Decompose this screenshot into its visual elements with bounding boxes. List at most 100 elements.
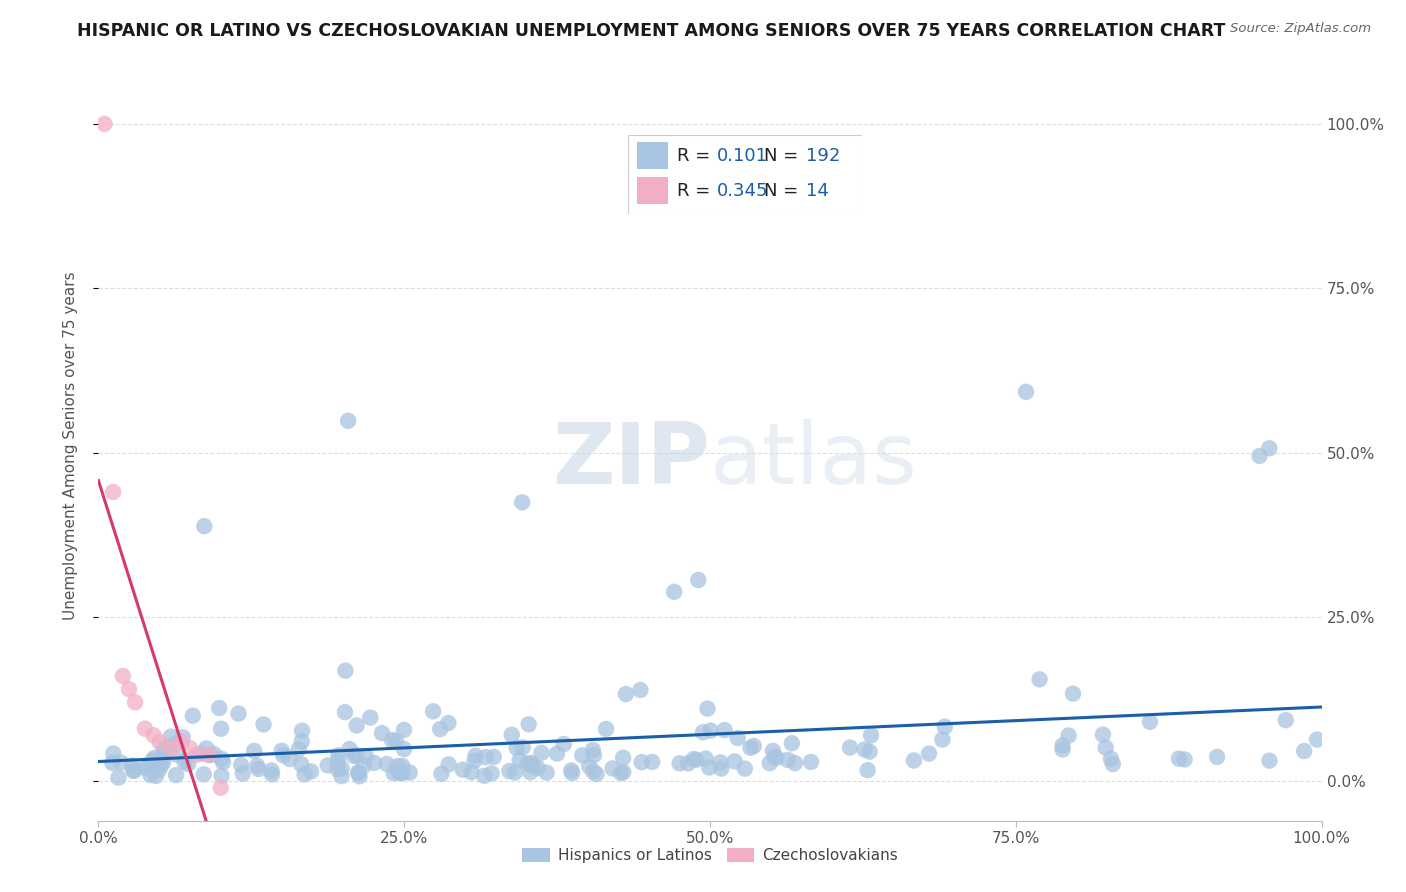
Text: N =: N = bbox=[763, 147, 804, 165]
Point bbox=[1101, 757, 1123, 772]
Point bbox=[389, 766, 412, 780]
Point bbox=[193, 767, 215, 781]
Point bbox=[139, 768, 162, 782]
Point bbox=[172, 731, 194, 745]
Point bbox=[387, 759, 409, 773]
Point bbox=[1091, 728, 1114, 742]
Point bbox=[692, 725, 714, 739]
Point bbox=[612, 764, 634, 779]
Point bbox=[430, 766, 453, 780]
Point bbox=[381, 733, 404, 747]
Point bbox=[1099, 752, 1122, 766]
Point bbox=[387, 764, 409, 779]
Point bbox=[763, 750, 786, 764]
Point bbox=[122, 764, 145, 778]
Point bbox=[134, 761, 156, 775]
Point bbox=[291, 734, 314, 748]
Point bbox=[520, 756, 543, 770]
Point bbox=[783, 756, 806, 771]
Point bbox=[246, 758, 269, 772]
Point bbox=[530, 746, 553, 760]
Point bbox=[860, 728, 883, 742]
Point bbox=[354, 749, 377, 764]
Point bbox=[163, 737, 186, 751]
Point bbox=[375, 756, 398, 771]
Point bbox=[371, 726, 394, 740]
Point bbox=[571, 748, 593, 763]
Point bbox=[856, 763, 879, 777]
Point bbox=[662, 584, 685, 599]
Text: atlas: atlas bbox=[710, 419, 918, 502]
Point bbox=[1052, 742, 1074, 756]
Point bbox=[697, 760, 720, 774]
Point bbox=[335, 664, 357, 678]
Point bbox=[742, 739, 765, 753]
Point bbox=[503, 765, 526, 780]
Point bbox=[482, 749, 505, 764]
Point bbox=[344, 748, 367, 763]
Point bbox=[193, 519, 215, 533]
Point bbox=[429, 722, 451, 736]
Point bbox=[228, 706, 250, 721]
Point bbox=[699, 723, 721, 738]
Point bbox=[536, 765, 558, 780]
Point bbox=[392, 723, 415, 737]
Point bbox=[121, 758, 143, 772]
Point bbox=[602, 761, 624, 775]
Point bbox=[138, 759, 160, 773]
Point bbox=[179, 741, 201, 756]
Point bbox=[578, 759, 600, 773]
Point bbox=[290, 757, 312, 772]
FancyBboxPatch shape bbox=[637, 178, 668, 204]
Point bbox=[148, 763, 170, 777]
Point bbox=[134, 722, 156, 736]
Point bbox=[101, 756, 124, 770]
Point bbox=[682, 752, 704, 766]
Point bbox=[800, 755, 823, 769]
Point bbox=[560, 764, 582, 778]
Point bbox=[145, 769, 167, 783]
Point bbox=[506, 740, 529, 755]
Point bbox=[1306, 732, 1329, 747]
Point bbox=[195, 741, 218, 756]
Point bbox=[326, 762, 349, 776]
Point bbox=[346, 718, 368, 732]
Point bbox=[294, 767, 316, 781]
Point bbox=[709, 756, 731, 770]
Point bbox=[202, 747, 225, 761]
Point bbox=[546, 747, 568, 761]
Point bbox=[149, 735, 172, 749]
Point bbox=[198, 748, 221, 763]
Point bbox=[260, 764, 283, 778]
Point bbox=[522, 758, 544, 772]
Point bbox=[422, 704, 444, 718]
Text: R =: R = bbox=[678, 182, 716, 200]
Point bbox=[630, 755, 652, 769]
Point bbox=[160, 741, 183, 756]
Point bbox=[211, 752, 233, 766]
Point bbox=[437, 757, 460, 772]
Point bbox=[143, 751, 166, 765]
Point bbox=[1015, 384, 1038, 399]
Point bbox=[107, 771, 129, 785]
Point bbox=[481, 766, 503, 780]
Point bbox=[190, 747, 212, 761]
Point bbox=[118, 682, 141, 697]
Point bbox=[582, 764, 605, 779]
Point bbox=[517, 717, 540, 731]
Point bbox=[472, 769, 495, 783]
Text: R =: R = bbox=[678, 147, 716, 165]
Point bbox=[501, 728, 523, 742]
Point bbox=[103, 747, 125, 761]
Point bbox=[561, 766, 583, 780]
Point bbox=[208, 701, 231, 715]
Text: N =: N = bbox=[763, 182, 804, 200]
Point bbox=[212, 756, 235, 770]
Point bbox=[585, 767, 607, 781]
Point bbox=[780, 736, 803, 750]
Point bbox=[152, 741, 174, 756]
Point bbox=[641, 755, 664, 769]
Text: ZIP: ZIP bbox=[553, 419, 710, 502]
Point bbox=[111, 669, 134, 683]
Point bbox=[1206, 750, 1229, 764]
